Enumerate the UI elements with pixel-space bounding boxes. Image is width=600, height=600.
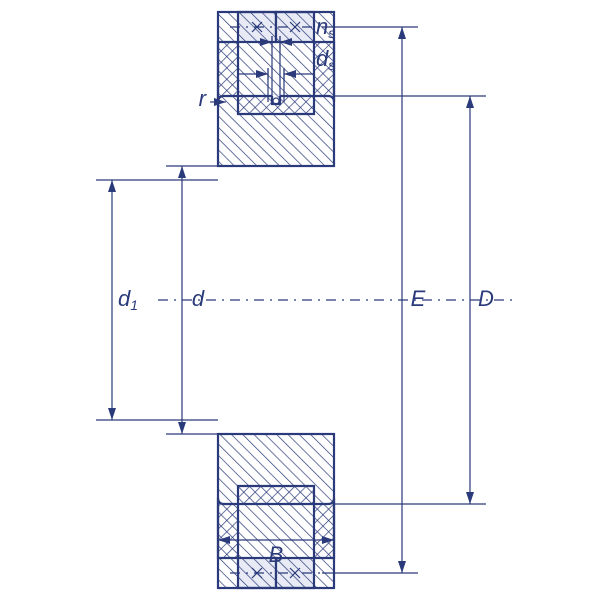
dim-E: E <box>398 27 426 573</box>
dim-D-label: D <box>478 286 494 311</box>
dim-E-label: E <box>411 286 426 311</box>
dim-d1-label: d1 <box>118 286 138 313</box>
dim-d: d <box>178 166 205 434</box>
bearing-drawing <box>96 12 514 588</box>
dim-r-label: r <box>199 86 208 111</box>
dim-d-label: d <box>192 286 205 311</box>
bearing-cross-section-diagram: DEdd1Bnsdsr <box>0 0 600 600</box>
dim-D: D <box>466 96 494 504</box>
dim-d1: d1 <box>108 180 138 420</box>
dim-B-label: B <box>269 542 284 567</box>
